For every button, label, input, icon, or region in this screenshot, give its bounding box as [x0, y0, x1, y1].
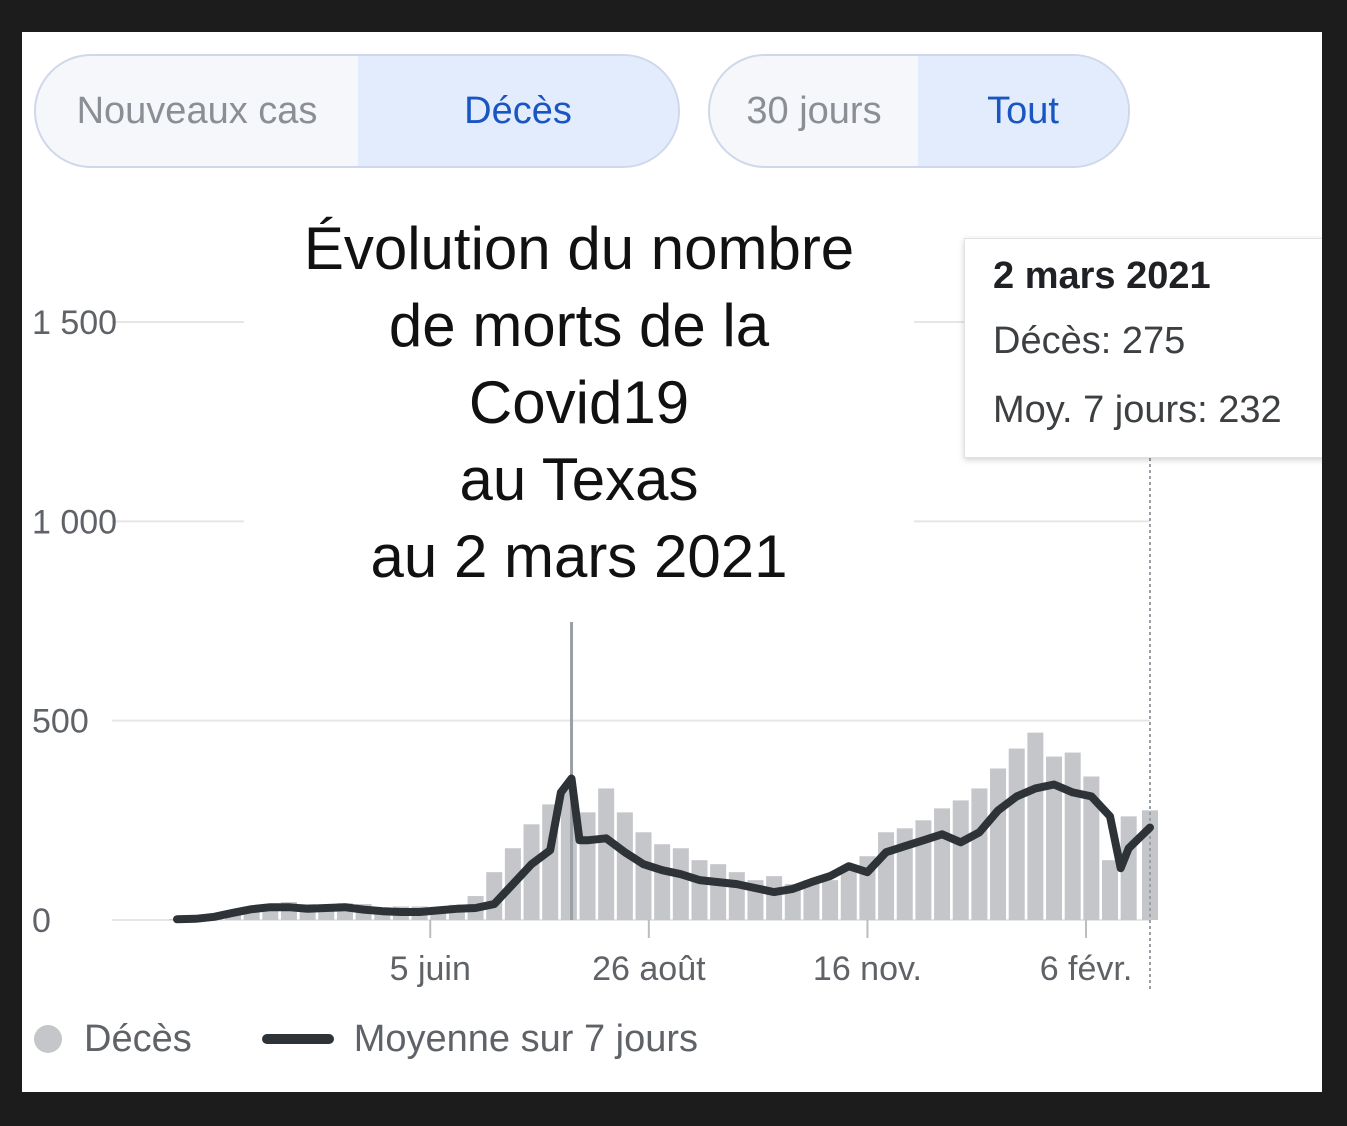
deaths-bar[interactable] — [1064, 752, 1081, 920]
deaths-bar[interactable] — [1008, 748, 1025, 920]
legend-bars-label: Décès — [84, 1017, 192, 1060]
deaths-bar[interactable] — [934, 808, 951, 920]
deaths-bar[interactable] — [570, 621, 574, 920]
deaths-bar[interactable] — [990, 768, 1007, 920]
chart-title-overlay: Évolution du nombre de morts de la Covid… — [244, 182, 914, 622]
deaths-bar[interactable] — [598, 788, 615, 920]
y-tick-label: 1 500 — [32, 304, 117, 342]
x-tick-label: 5 juin — [390, 950, 471, 988]
seven-day-average-line[interactable] — [173, 774, 1154, 924]
option-30-jours[interactable]: 30 jours — [746, 89, 882, 132]
deaths-bar[interactable] — [803, 880, 820, 920]
deaths-bar[interactable] — [691, 860, 708, 920]
option-nouveaux-cas[interactable]: Nouveaux cas — [76, 89, 318, 132]
x-tick-label: 26 août — [592, 950, 706, 988]
y-tick-label: 500 — [32, 703, 89, 741]
deaths-bar[interactable] — [523, 824, 540, 920]
deaths-bar[interactable] — [952, 800, 969, 920]
tooltip-deaths: Décès: 275 — [993, 320, 1186, 362]
deaths-bar[interactable] — [654, 844, 671, 920]
deaths-bar[interactable] — [971, 788, 988, 920]
chart-legend: Décès Moyenne sur 7 jours — [34, 1014, 768, 1064]
deaths-bar[interactable] — [1102, 860, 1119, 920]
legend-line-swatch — [261, 1034, 334, 1044]
deaths-bar[interactable] — [616, 812, 633, 920]
deaths-bar[interactable] — [1027, 732, 1044, 920]
deaths-chart[interactable]: 0 500 1 000 1 500 5 juin 26 août 16 nov. 6 févr… — [22, 32, 1322, 1092]
range-toggle: 30 jours Tout — [708, 54, 1130, 168]
deaths-bar[interactable] — [635, 832, 652, 920]
option-tout[interactable]: Tout — [918, 56, 1128, 166]
hover-tooltip: 2 mars 2021 Décès: 275 Moy. 7 jours: 232 — [964, 238, 1322, 458]
deaths-bar[interactable] — [672, 848, 689, 920]
deaths-bar[interactable] — [822, 880, 839, 920]
legend-line-label: Moyenne sur 7 jours — [353, 1017, 699, 1060]
deaths-bar[interactable] — [878, 832, 895, 920]
chart-title: Évolution du nombre de morts de la Covid… — [303, 214, 855, 590]
deaths-bar[interactable] — [1083, 776, 1100, 920]
deaths-bar[interactable] — [728, 872, 745, 920]
deaths-bar[interactable] — [766, 876, 783, 920]
y-tick-label: 0 — [32, 902, 51, 940]
deaths-bar[interactable] — [840, 868, 857, 920]
y-tick-label: 1 000 — [32, 503, 117, 541]
tooltip-date: 2 mars 2021 — [993, 255, 1211, 297]
x-tick-label: 6 févr. — [1040, 950, 1133, 988]
tooltip-average: Moy. 7 jours: 232 — [993, 389, 1282, 431]
legend-bars-swatch — [34, 1025, 62, 1053]
option-deces[interactable]: Décès — [358, 56, 678, 166]
chart-card: Nouveaux cas Décès 30 jours Tout 0 500 1 0… — [22, 32, 1322, 1092]
deaths-bar[interactable] — [1142, 810, 1158, 920]
x-tick-label: 16 nov. — [813, 950, 922, 988]
deaths-bar[interactable] — [710, 864, 727, 920]
deaths-bar[interactable] — [1046, 756, 1063, 920]
metric-toggle: Nouveaux cas Décès — [34, 54, 680, 168]
